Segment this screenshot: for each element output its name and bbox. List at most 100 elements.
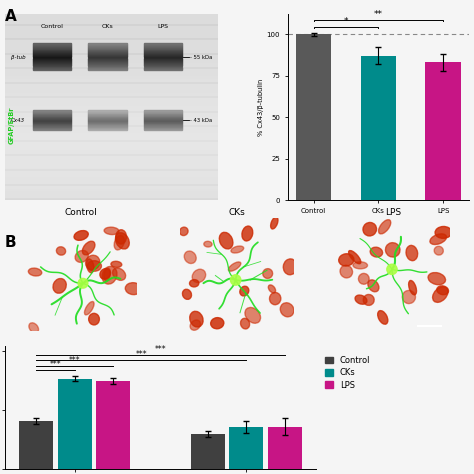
Bar bbox=[144, 129, 182, 130]
Bar bbox=[33, 126, 71, 127]
Bar bbox=[33, 125, 71, 126]
Ellipse shape bbox=[89, 313, 100, 325]
Ellipse shape bbox=[184, 251, 196, 264]
Ellipse shape bbox=[100, 269, 110, 279]
Bar bbox=[33, 115, 71, 116]
Bar bbox=[88, 129, 127, 130]
Ellipse shape bbox=[125, 283, 141, 295]
Bar bbox=[144, 116, 182, 117]
Ellipse shape bbox=[82, 241, 95, 255]
Ellipse shape bbox=[433, 287, 448, 302]
Title: CKs: CKs bbox=[228, 208, 246, 217]
Ellipse shape bbox=[370, 247, 383, 257]
Bar bbox=[144, 127, 182, 128]
Bar bbox=[57, 379, 91, 469]
Ellipse shape bbox=[86, 255, 100, 270]
Ellipse shape bbox=[190, 311, 203, 327]
Ellipse shape bbox=[271, 217, 278, 229]
Bar bbox=[144, 59, 182, 60]
Ellipse shape bbox=[280, 303, 294, 317]
Legend: Control, CKs, LPS: Control, CKs, LPS bbox=[325, 356, 370, 390]
Bar bbox=[33, 127, 71, 128]
Bar bbox=[33, 48, 71, 49]
Ellipse shape bbox=[104, 227, 119, 235]
Bar bbox=[88, 126, 127, 127]
Bar bbox=[33, 111, 71, 112]
Ellipse shape bbox=[210, 318, 224, 329]
Bar bbox=[425, 63, 461, 201]
Ellipse shape bbox=[245, 308, 261, 323]
Bar bbox=[144, 48, 182, 49]
Ellipse shape bbox=[219, 232, 233, 249]
Ellipse shape bbox=[368, 280, 379, 292]
Bar bbox=[33, 57, 71, 58]
Ellipse shape bbox=[116, 230, 127, 244]
Bar bbox=[33, 45, 71, 46]
Text: B: B bbox=[5, 235, 17, 250]
Bar bbox=[88, 51, 127, 52]
Bar bbox=[33, 112, 71, 113]
Ellipse shape bbox=[29, 323, 38, 333]
Bar bbox=[88, 56, 127, 57]
Ellipse shape bbox=[378, 310, 388, 324]
Bar bbox=[88, 122, 127, 123]
Bar bbox=[88, 120, 127, 121]
Bar bbox=[33, 120, 71, 121]
Text: β-tub: β-tub bbox=[11, 55, 26, 60]
Bar bbox=[88, 67, 127, 68]
Bar bbox=[144, 60, 182, 61]
Ellipse shape bbox=[111, 261, 122, 267]
Bar bbox=[88, 121, 127, 122]
Bar bbox=[88, 49, 127, 50]
Bar bbox=[88, 125, 127, 126]
Bar bbox=[33, 68, 71, 69]
Bar bbox=[144, 58, 182, 59]
Ellipse shape bbox=[87, 261, 101, 271]
Circle shape bbox=[387, 264, 397, 274]
Bar bbox=[144, 52, 182, 53]
Text: A: A bbox=[5, 9, 17, 25]
Bar bbox=[144, 122, 182, 123]
Bar bbox=[144, 126, 182, 127]
Text: LPS: LPS bbox=[157, 24, 168, 28]
Bar bbox=[88, 111, 127, 112]
Bar bbox=[88, 48, 127, 49]
Y-axis label: % Cx43/β-tubulin: % Cx43/β-tubulin bbox=[258, 79, 264, 136]
Bar bbox=[88, 44, 127, 45]
Ellipse shape bbox=[409, 281, 417, 295]
Bar bbox=[88, 128, 127, 129]
Bar bbox=[88, 66, 127, 67]
Ellipse shape bbox=[84, 301, 94, 315]
Ellipse shape bbox=[240, 286, 249, 296]
Bar bbox=[33, 61, 71, 62]
Text: Cx43: Cx43 bbox=[11, 118, 25, 123]
Bar bbox=[144, 47, 182, 48]
Ellipse shape bbox=[355, 295, 367, 304]
Text: ***: *** bbox=[155, 345, 166, 354]
Bar bbox=[144, 121, 182, 122]
Ellipse shape bbox=[192, 269, 206, 283]
Ellipse shape bbox=[180, 227, 188, 236]
Ellipse shape bbox=[86, 259, 94, 273]
Bar bbox=[88, 53, 127, 54]
Bar bbox=[33, 119, 71, 120]
Bar bbox=[144, 67, 182, 68]
Bar bbox=[144, 57, 182, 58]
Bar bbox=[33, 56, 71, 57]
Ellipse shape bbox=[242, 226, 253, 241]
Bar bbox=[144, 61, 182, 62]
Ellipse shape bbox=[402, 291, 416, 304]
Bar bbox=[88, 54, 127, 55]
Bar bbox=[88, 65, 127, 66]
Ellipse shape bbox=[270, 292, 281, 305]
Bar bbox=[33, 53, 71, 54]
Bar bbox=[33, 110, 71, 111]
Bar bbox=[88, 50, 127, 51]
Bar bbox=[33, 50, 71, 51]
Circle shape bbox=[78, 278, 88, 288]
Ellipse shape bbox=[190, 320, 201, 330]
Bar bbox=[144, 65, 182, 66]
Bar bbox=[144, 43, 182, 44]
Bar bbox=[144, 62, 182, 63]
Bar bbox=[33, 117, 71, 118]
